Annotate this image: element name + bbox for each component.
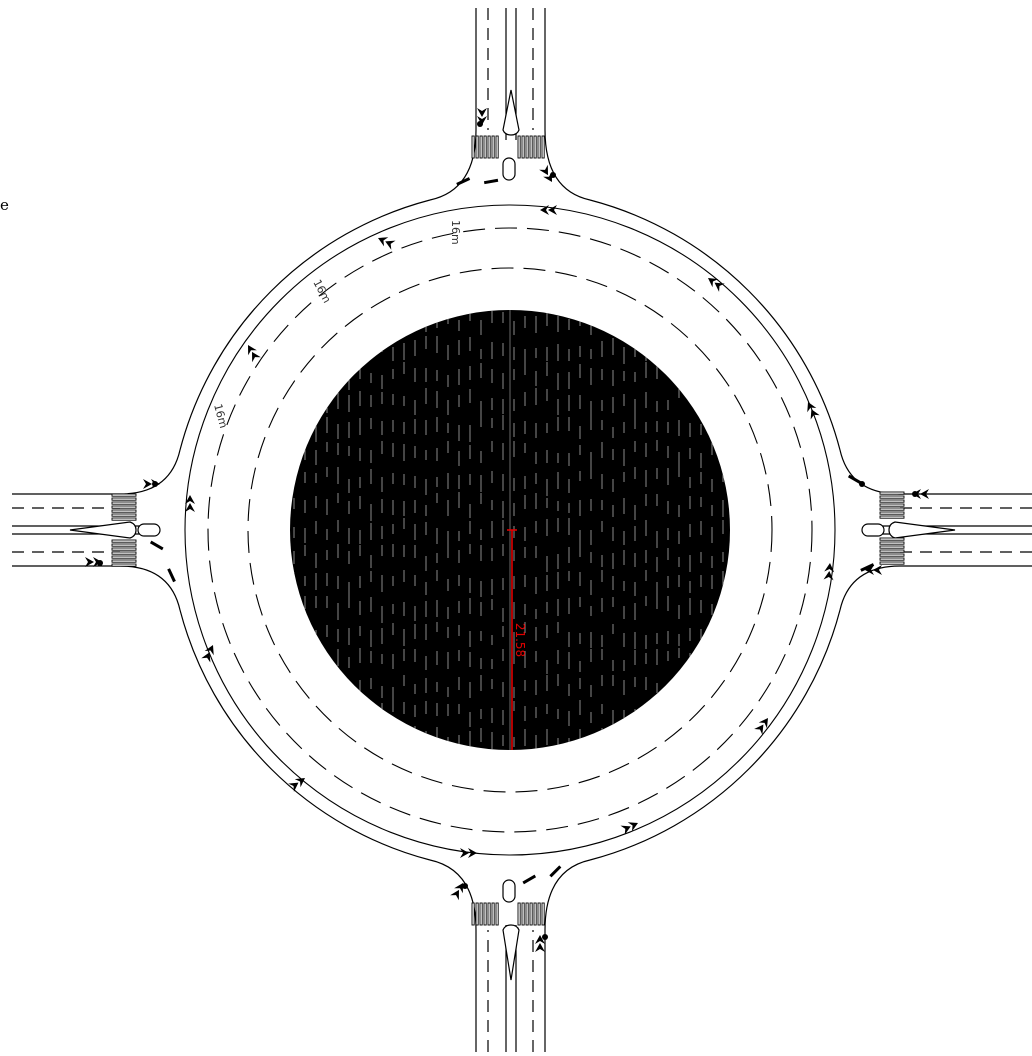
ring-inner-edge [184, 204, 836, 856]
zebra-stripe [111, 505, 137, 509]
zebra-stripe [879, 491, 905, 495]
direction-arrow-icon [460, 848, 477, 858]
direction-arrow-icon [243, 342, 261, 363]
zebra-stripe [879, 507, 905, 511]
zebra-stripe [491, 135, 495, 159]
zebra-stripe [111, 501, 137, 505]
zebra-stripe [879, 553, 905, 557]
zebra-stripe [517, 902, 521, 926]
circulating-lane-lines [207, 227, 813, 833]
zebra-crossings [111, 135, 905, 926]
zebra-stripe [111, 543, 137, 547]
zebra-stripe [487, 135, 491, 159]
zebra-stripe [525, 902, 529, 926]
zebra-stripe [483, 902, 487, 926]
zebra-stripe [517, 135, 521, 159]
zebra-stripe [475, 902, 479, 926]
zebra-stripe [879, 545, 905, 549]
zebra-stripe [111, 497, 137, 501]
zebra-stripe [491, 902, 495, 926]
zebra-stripe [525, 135, 529, 159]
zebra-stripe [471, 135, 475, 159]
zebra-stripe [879, 549, 905, 553]
zebra-stripe [537, 135, 541, 159]
zebra-stripe [529, 135, 533, 159]
lane-width-label-2: 16m [310, 277, 333, 305]
zebra-stripe [529, 902, 533, 926]
splitter-islands [69, 89, 956, 981]
zebra-stripe [495, 135, 499, 159]
direction-arrow-icon [803, 399, 820, 420]
zebra-stripe [879, 541, 905, 545]
radius-dimension: 21.58 [507, 529, 527, 750]
zebra-stripe [879, 515, 905, 519]
direction-arrow-icon [375, 233, 396, 250]
zebra-stripe [537, 902, 541, 926]
zebra-stripe [111, 493, 137, 497]
zebra-stripe [521, 902, 525, 926]
zebra-stripe [521, 135, 525, 159]
zebra-stripe [533, 902, 537, 926]
zebra-stripe [111, 551, 137, 555]
zebra-stripe [879, 561, 905, 565]
zebra-stripe [879, 499, 905, 503]
zebra-stripe [111, 509, 137, 513]
zebra-stripe [879, 495, 905, 499]
zebra-stripe [111, 555, 137, 559]
zebra-stripe [111, 547, 137, 551]
radius-dimension-label: 21.58 [513, 623, 527, 657]
zebra-stripe [495, 902, 499, 926]
zebra-stripe [475, 135, 479, 159]
zebra-stripe [479, 902, 483, 926]
zebra-stripe [111, 563, 137, 567]
clipped-label: e [0, 196, 9, 214]
zebra-stripe [541, 135, 545, 159]
zebra-stripe [471, 902, 475, 926]
zebra-stripe [533, 135, 537, 159]
direction-arrow-icon [201, 642, 218, 663]
zebra-stripe [541, 902, 545, 926]
road-symbols [97, 121, 918, 940]
zebra-stripe [483, 135, 487, 159]
zebra-stripe [879, 511, 905, 515]
zebra-stripe [479, 135, 483, 159]
zebra-stripe [879, 557, 905, 561]
zebra-stripe [879, 503, 905, 507]
lane-width-label-1: 16m [449, 220, 462, 245]
zebra-stripe [111, 513, 137, 517]
zebra-stripe [879, 537, 905, 541]
zebra-stripe [487, 902, 491, 926]
central-island [290, 310, 730, 750]
zebra-stripe [111, 559, 137, 563]
zebra-stripe [111, 539, 137, 543]
lane-width-label-3: 16m [211, 402, 230, 429]
zebra-stripe [111, 517, 137, 521]
